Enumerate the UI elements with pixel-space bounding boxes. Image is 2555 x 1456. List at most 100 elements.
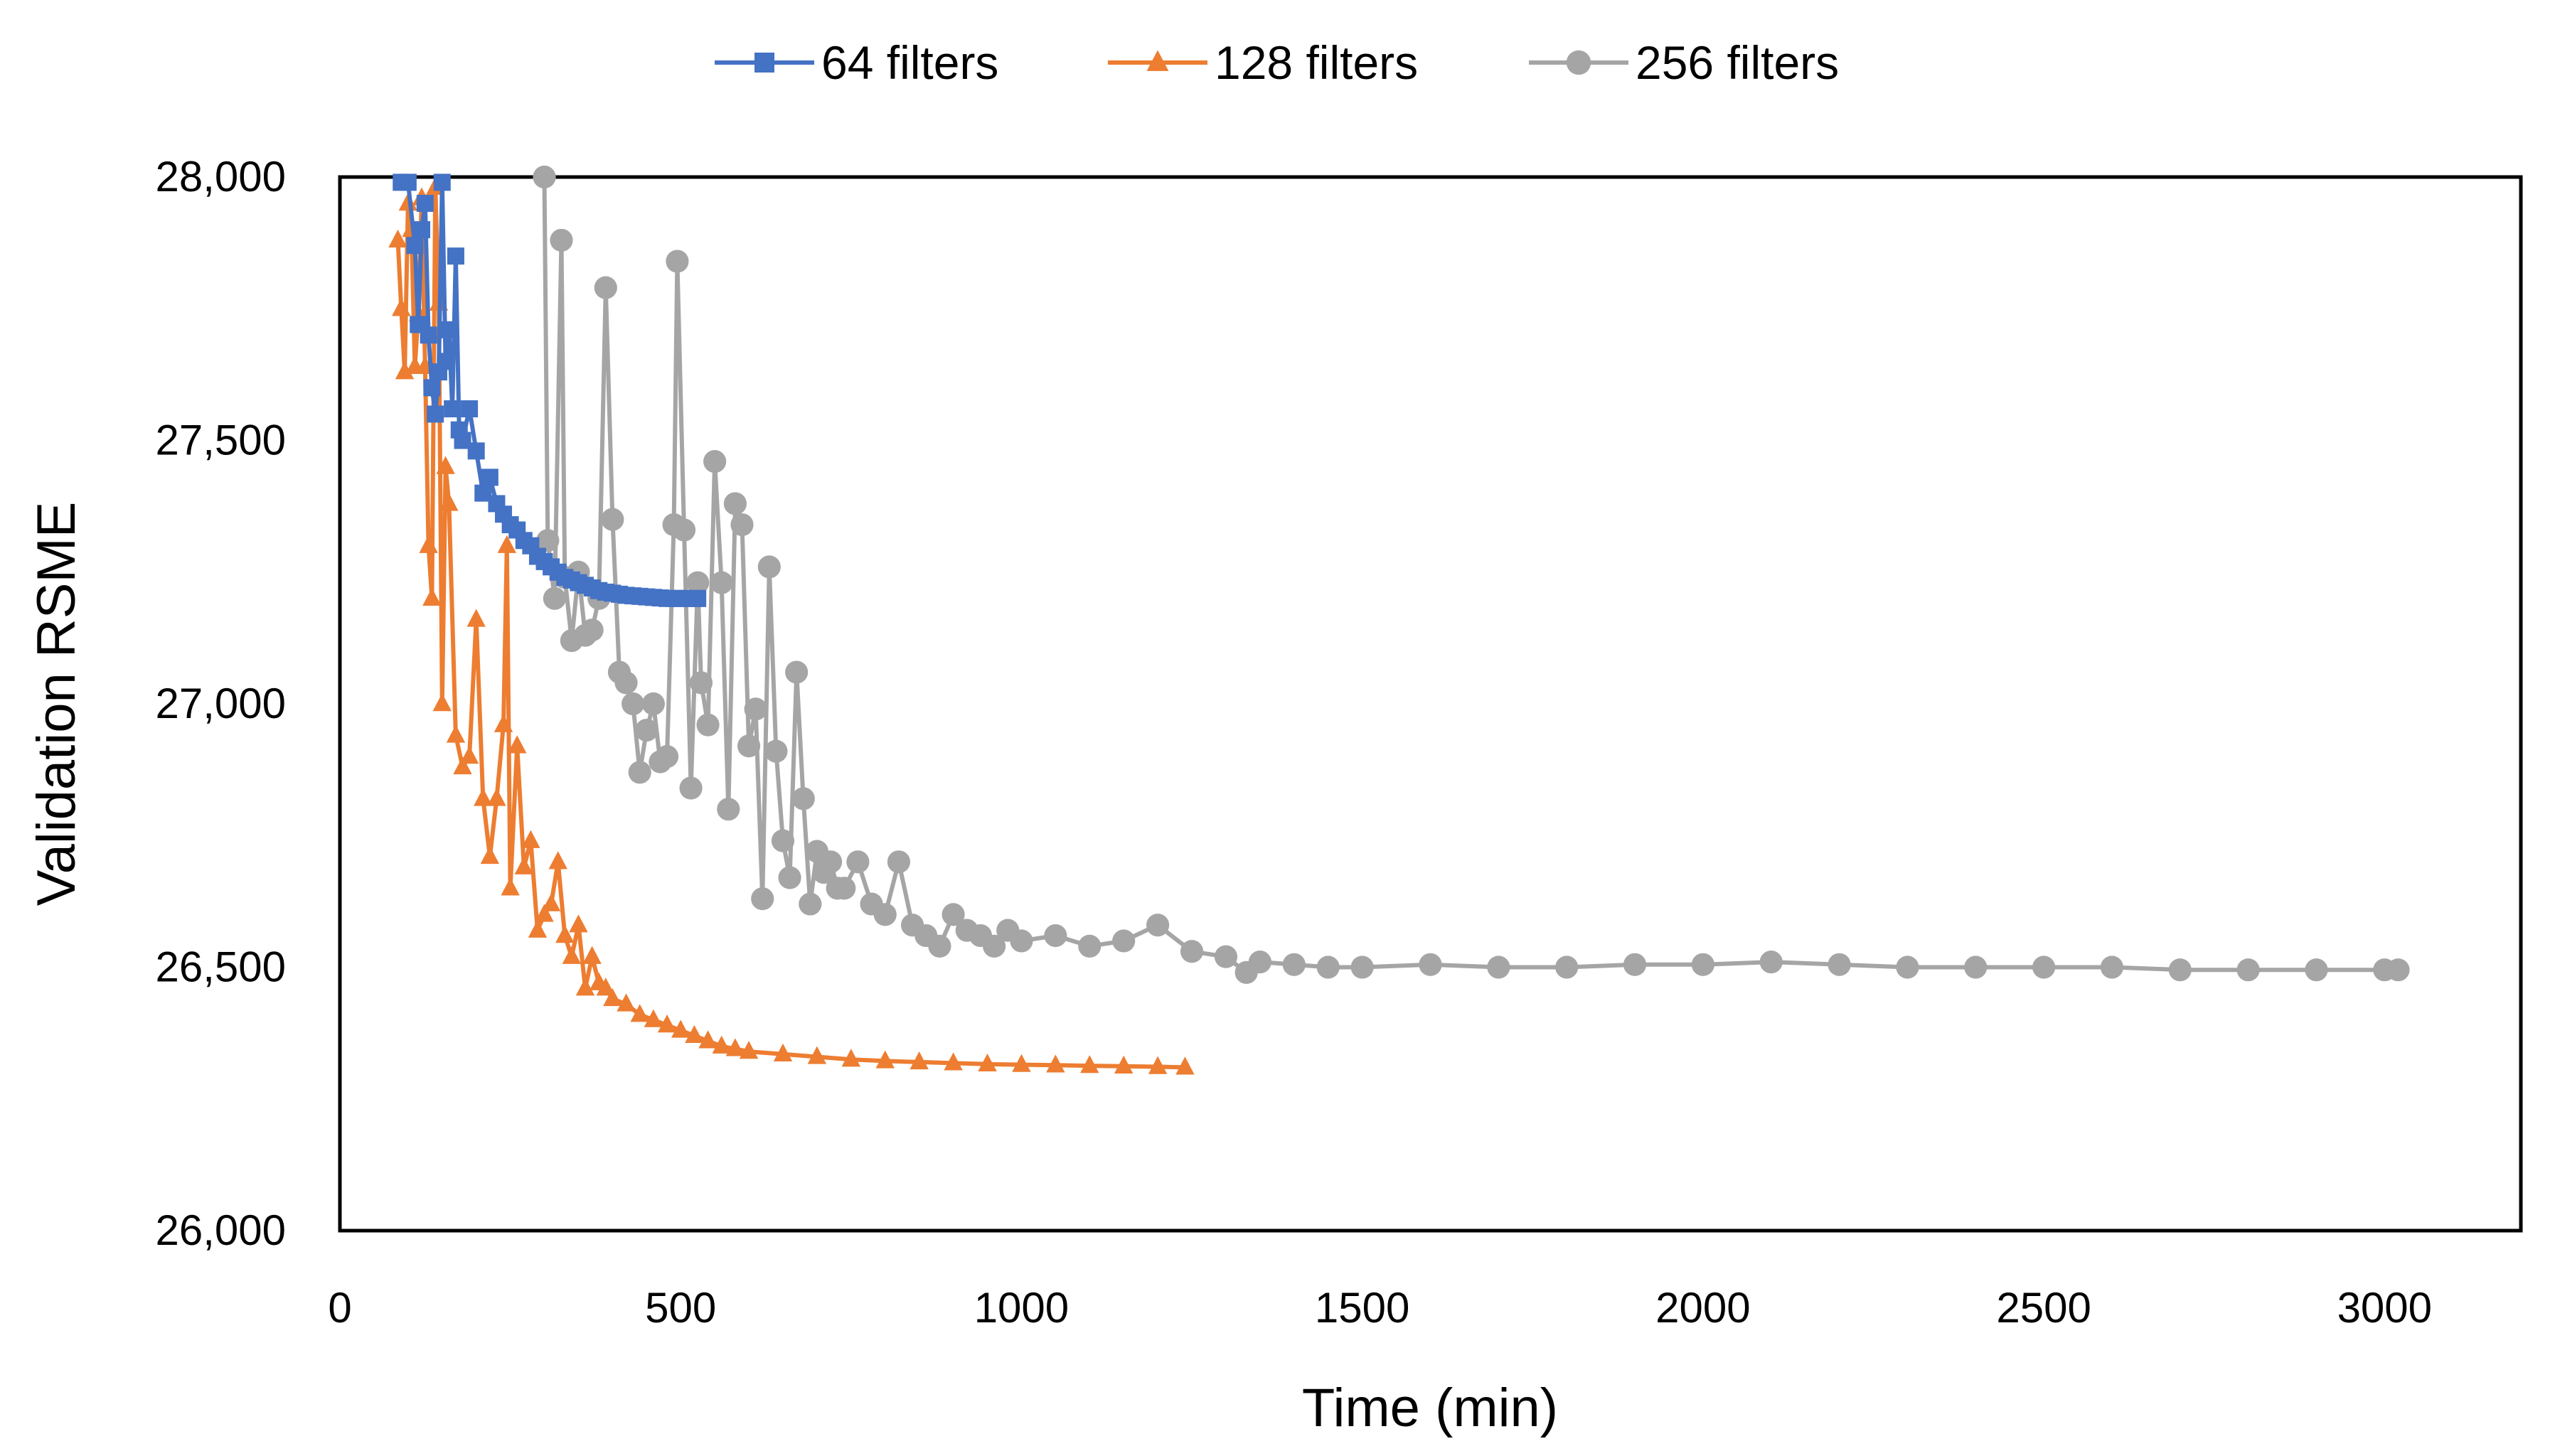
data-point-256-filters: [1623, 953, 1647, 976]
data-point-64-filters: [399, 173, 417, 191]
data-point-256-filters: [2236, 958, 2260, 982]
data-point-128-filters: [541, 893, 561, 911]
data-point-64-filters: [481, 469, 498, 486]
data-point-128-filters: [603, 987, 622, 1007]
data-point-256-filters: [2386, 958, 2410, 982]
data-point-256-filters: [703, 450, 727, 473]
data-point-64-filters: [423, 379, 441, 397]
x-tick-label: 0: [328, 1284, 351, 1332]
y-tick-label: 27,000: [155, 680, 286, 727]
y-tick-label: 27,500: [155, 417, 286, 464]
data-point-64-filters: [467, 442, 485, 460]
data-point-128-filters: [1148, 1056, 1168, 1074]
series-layer: [388, 165, 2410, 1075]
data-point-128-filters: [497, 535, 517, 553]
legend-label-64-filters: 64 filters: [821, 36, 998, 89]
data-point-128-filters: [548, 851, 567, 869]
legend-item-256-filters: 256 filters: [1529, 36, 1839, 89]
data-point-128-filters: [487, 788, 506, 806]
data-point-256-filters: [2032, 956, 2056, 979]
data-point-256-filters: [635, 718, 658, 742]
data-point-256-filters: [983, 934, 1006, 958]
data-point-128-filters: [466, 609, 486, 627]
data-point-128-filters: [535, 904, 554, 922]
data-point-128-filters: [1012, 1054, 1031, 1072]
data-point-128-filters: [596, 978, 615, 996]
data-point-256-filters: [751, 887, 774, 911]
data-point-256-filters: [580, 619, 604, 642]
data-point-128-filters: [569, 914, 588, 933]
data-point-64-filters: [689, 589, 707, 607]
data-point-128-filters: [562, 946, 582, 964]
data-point-256-filters: [1759, 950, 1783, 974]
data-point-256-filters: [1180, 940, 1204, 963]
data-point-128-filters: [474, 788, 493, 806]
data-point-256-filters: [1555, 956, 1579, 979]
data-point-128-filters: [582, 946, 602, 964]
data-point-256-filters: [1112, 929, 1136, 953]
data-point-256-filters: [614, 671, 638, 695]
data-point-128-filters: [388, 229, 407, 248]
data-point-128-filters: [514, 856, 533, 874]
data-point-128-filters: [1175, 1056, 1195, 1075]
data-point-256-filters: [601, 508, 624, 531]
data-point-256-filters: [1487, 956, 1510, 979]
data-point-256-filters: [641, 692, 665, 716]
data-point-256-filters: [778, 866, 801, 889]
data-point-128-filters: [944, 1052, 963, 1071]
data-point-256-filters: [686, 571, 710, 594]
data-point-128-filters: [725, 1038, 745, 1056]
data-point-128-filters: [875, 1050, 895, 1069]
data-point-64-filters: [433, 173, 451, 191]
data-point-64-filters: [406, 237, 424, 255]
data-point-256-filters: [2305, 958, 2328, 982]
data-point-128-filters: [657, 1015, 677, 1033]
legend-label-128-filters: 128 filters: [1215, 36, 1418, 89]
data-point-256-filters: [1282, 953, 1306, 976]
data-point-256-filters: [1896, 956, 1919, 979]
data-point-64-filters: [461, 400, 479, 418]
data-point-64-filters: [437, 353, 454, 370]
data-point-256-filters: [1691, 953, 1714, 976]
data-point-128-filters: [446, 724, 466, 743]
data-point-128-filters: [575, 978, 595, 996]
data-point-256-filters: [846, 850, 870, 874]
x-axis-title: Time (min): [1302, 1378, 1558, 1438]
legend: 64 filters 128 filters 256 filters: [715, 36, 1839, 89]
data-point-128-filters: [698, 1030, 718, 1049]
data-point-128-filters: [459, 746, 479, 764]
data-point-128-filters: [644, 1009, 663, 1027]
data-point-256-filters: [2100, 956, 2124, 979]
data-point-128-filters: [773, 1043, 793, 1061]
x-tick-label: 1000: [974, 1284, 1069, 1332]
data-point-128-filters: [617, 993, 636, 1012]
data-point-128-filters: [1046, 1054, 1065, 1073]
data-point-256-filters: [655, 745, 679, 769]
y-tick-label: 28,000: [155, 153, 286, 200]
series-64-filters: [393, 173, 707, 607]
data-point-128-filters: [671, 1019, 690, 1038]
data-point-256-filters: [1350, 956, 1374, 979]
data-point-256-filters: [1146, 914, 1170, 937]
data-point-128-filters: [521, 830, 540, 848]
legend-item-64-filters: 64 filters: [715, 36, 998, 89]
data-point-256-filters: [928, 934, 951, 958]
x-tick-label: 2500: [1996, 1284, 2091, 1332]
data-point-128-filters: [501, 877, 520, 896]
y-axis-title: Validation RSME: [26, 502, 87, 906]
data-point-256-filters: [628, 761, 651, 784]
data-point-256-filters: [757, 555, 781, 579]
y-tick-label: 26,500: [155, 943, 286, 991]
data-point-256-filters: [791, 787, 815, 810]
data-point-128-filters: [1080, 1055, 1099, 1074]
data-point-256-filters: [594, 276, 617, 299]
data-point-256-filters: [833, 877, 856, 900]
data-point-128-filters: [1114, 1055, 1134, 1074]
data-point-64-filters: [444, 400, 462, 418]
data-point-128-filters: [841, 1049, 861, 1067]
data-point-128-filters: [480, 845, 500, 864]
data-point-64-filters: [447, 247, 464, 265]
data-point-128-filters: [432, 693, 452, 712]
data-point-128-filters: [439, 493, 459, 511]
data-point-256-filters: [799, 892, 822, 916]
